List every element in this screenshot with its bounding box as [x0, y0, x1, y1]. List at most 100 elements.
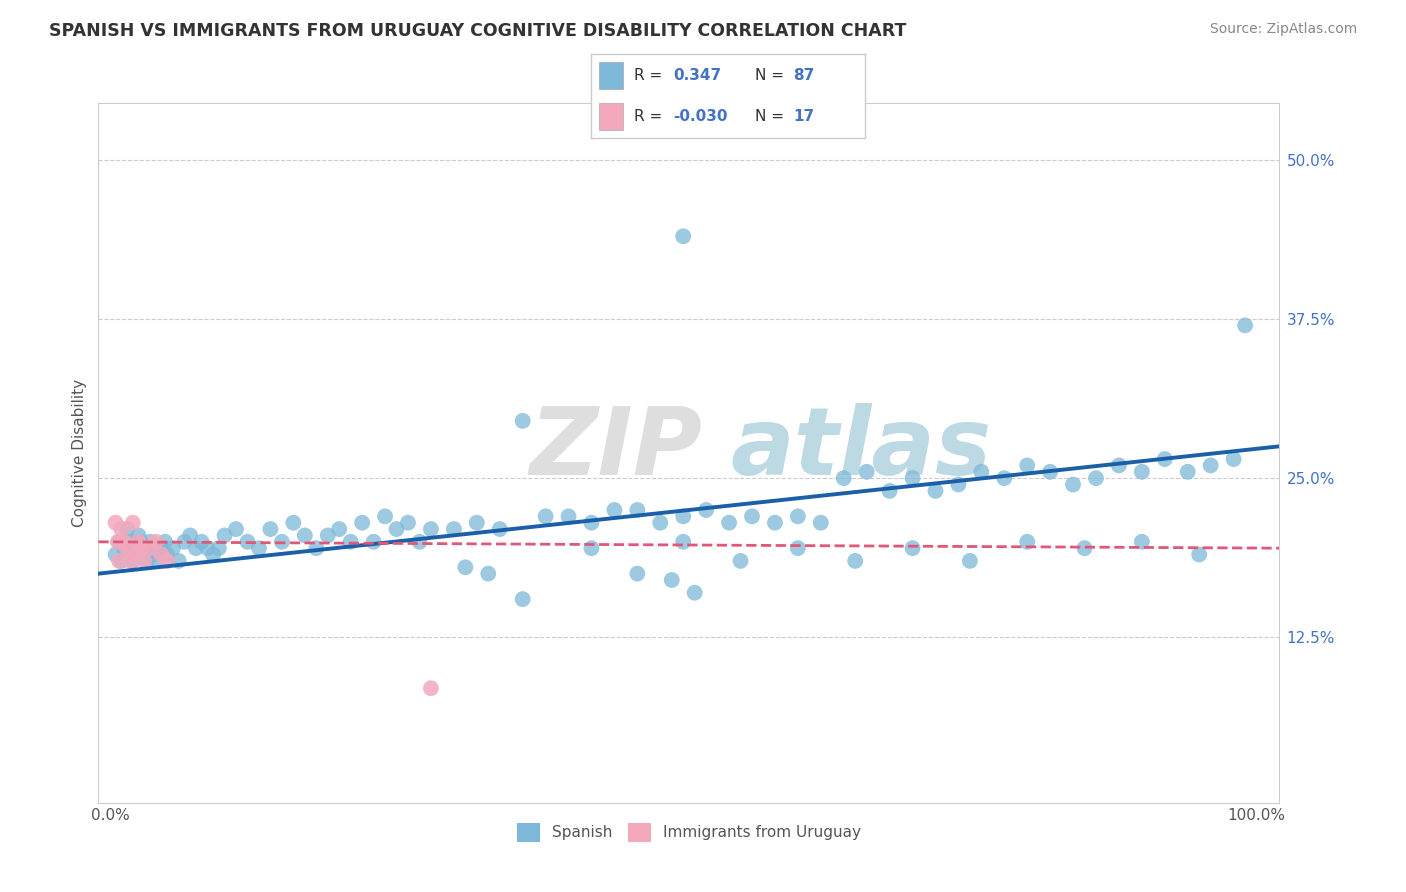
Immigrants from Uruguay [420, 681, 443, 696]
Spanish [786, 509, 808, 524]
Text: 0.347: 0.347 [672, 68, 721, 83]
Spanish [993, 471, 1015, 485]
Spanish [110, 554, 132, 568]
Text: 17: 17 [793, 109, 814, 124]
Spanish [120, 534, 142, 549]
Spanish [970, 465, 993, 479]
Spanish [283, 516, 305, 530]
Spanish [190, 534, 212, 549]
Spanish [855, 465, 877, 479]
Immigrants from Uruguay [104, 516, 127, 530]
Immigrants from Uruguay [124, 548, 146, 562]
Spanish [270, 534, 292, 549]
Spanish [672, 534, 695, 549]
Spanish [156, 548, 179, 562]
Text: N =: N = [755, 109, 785, 124]
Text: 87: 87 [793, 68, 814, 83]
Text: R =: R = [634, 68, 662, 83]
Spanish [661, 573, 683, 587]
Bar [599, 62, 623, 89]
Spanish [810, 516, 832, 530]
Spanish [385, 522, 408, 536]
Spanish [443, 522, 465, 536]
Text: Source: ZipAtlas.com: Source: ZipAtlas.com [1209, 22, 1357, 37]
Spanish [901, 471, 924, 485]
Spanish [328, 522, 350, 536]
Immigrants from Uruguay [115, 541, 138, 556]
Spanish [1188, 548, 1211, 562]
Immigrants from Uruguay [139, 541, 162, 556]
Spanish [718, 516, 741, 530]
Spanish [786, 541, 808, 556]
Spanish [901, 541, 924, 556]
Spanish [488, 522, 510, 536]
Text: ZIP: ZIP [530, 403, 703, 495]
Spanish [1085, 471, 1108, 485]
Immigrants from Uruguay [128, 534, 150, 549]
Spanish [202, 548, 225, 562]
Spanish [557, 509, 579, 524]
Spanish [208, 541, 231, 556]
Spanish [374, 509, 396, 524]
Spanish [844, 554, 866, 568]
Immigrants from Uruguay [121, 516, 143, 530]
Spanish [1199, 458, 1222, 473]
Spanish [139, 534, 162, 549]
Spanish [1177, 465, 1199, 479]
Text: R =: R = [634, 109, 662, 124]
Immigrants from Uruguay [150, 548, 173, 562]
Spanish [135, 554, 157, 568]
Immigrants from Uruguay [108, 554, 131, 568]
Spanish [259, 522, 281, 536]
Text: N =: N = [755, 68, 785, 83]
Spanish [236, 534, 259, 549]
Spanish [173, 534, 195, 549]
Immigrants from Uruguay [145, 534, 167, 549]
Spanish [115, 522, 138, 536]
Spanish [225, 522, 247, 536]
Spanish [581, 541, 603, 556]
Bar [599, 103, 623, 130]
Spanish [162, 541, 184, 556]
Spanish [146, 554, 169, 568]
Spanish [112, 541, 135, 556]
Spanish [108, 534, 131, 549]
Spanish [672, 229, 695, 244]
Spanish [142, 548, 165, 562]
Spanish [408, 534, 430, 549]
Spanish [672, 509, 695, 524]
Spanish [626, 503, 648, 517]
Spanish [534, 509, 557, 524]
Spanish [121, 554, 143, 568]
Spanish [247, 541, 270, 556]
Spanish [294, 528, 316, 542]
Spanish [581, 516, 603, 530]
Spanish [1222, 452, 1244, 467]
Spanish [1130, 534, 1153, 549]
Spanish [145, 541, 167, 556]
Spanish [167, 554, 190, 568]
Spanish [129, 534, 152, 549]
Spanish [741, 509, 763, 524]
Spanish [1039, 465, 1062, 479]
Spanish [1073, 541, 1095, 556]
Spanish [128, 528, 150, 542]
Spanish [1108, 458, 1130, 473]
Spanish [339, 534, 361, 549]
Immigrants from Uruguay [131, 541, 153, 556]
Spanish [214, 528, 236, 542]
Immigrants from Uruguay [134, 554, 156, 568]
Spanish [730, 554, 752, 568]
Y-axis label: Cognitive Disability: Cognitive Disability [72, 378, 87, 527]
Spanish [1234, 318, 1257, 333]
Spanish [179, 528, 201, 542]
Spanish [316, 528, 339, 542]
Spanish [832, 471, 855, 485]
Spanish [153, 534, 176, 549]
Spanish [184, 541, 207, 556]
Text: SPANISH VS IMMIGRANTS FROM URUGUAY COGNITIVE DISABILITY CORRELATION CHART: SPANISH VS IMMIGRANTS FROM URUGUAY COGNI… [49, 22, 907, 40]
Spanish [465, 516, 488, 530]
Spanish [150, 541, 173, 556]
Immigrants from Uruguay [112, 534, 135, 549]
Spanish [948, 477, 970, 491]
